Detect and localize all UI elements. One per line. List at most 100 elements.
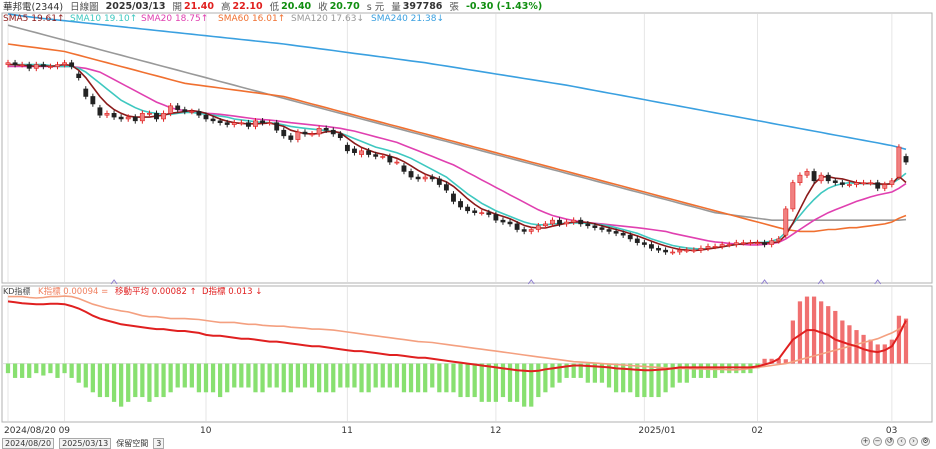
candle-body[interactable] xyxy=(514,223,520,230)
keep-space-input[interactable]: 3 xyxy=(153,437,165,449)
settings-icon[interactable]: ⚙ xyxy=(921,437,930,446)
candle-body[interactable] xyxy=(550,219,555,225)
candle-body[interactable] xyxy=(359,150,364,155)
candle-body[interactable] xyxy=(189,111,195,113)
candle-body[interactable] xyxy=(528,229,534,232)
candle-body[interactable] xyxy=(132,116,138,122)
candle-body[interactable] xyxy=(465,206,471,212)
candle-body[interactable] xyxy=(203,114,209,120)
candle-body[interactable] xyxy=(613,231,619,234)
candle-body[interactable] xyxy=(832,180,838,183)
candle-body[interactable] xyxy=(493,214,499,221)
candle-body[interactable] xyxy=(154,113,159,120)
candle-body[interactable] xyxy=(889,180,895,185)
candle-body[interactable] xyxy=(847,184,852,186)
candle-body[interactable] xyxy=(882,184,888,189)
left-icon[interactable]: ‹ xyxy=(897,437,906,446)
stock-name[interactable]: 華邦電(2344) xyxy=(3,2,64,13)
to-date-field[interactable]: 2025/03/13 xyxy=(59,437,112,449)
candle-body[interactable] xyxy=(69,62,75,67)
candle-body[interactable] xyxy=(5,62,11,65)
candle-body[interactable] xyxy=(783,208,789,236)
candle-body[interactable] xyxy=(606,229,612,232)
candle-body[interactable] xyxy=(443,184,449,191)
reset-icon[interactable]: ↺ xyxy=(885,437,894,446)
candle-body[interactable] xyxy=(854,182,859,185)
candle-body[interactable] xyxy=(500,219,506,223)
candle-body[interactable] xyxy=(224,122,230,125)
candle-body[interactable] xyxy=(748,242,753,244)
candle-body[interactable] xyxy=(557,219,562,225)
candle-body[interactable] xyxy=(380,156,386,158)
candle-body[interactable] xyxy=(161,113,166,120)
candle-body[interactable] xyxy=(337,133,343,138)
candlesticks[interactable] xyxy=(5,59,909,255)
right-icon[interactable]: › xyxy=(909,437,918,446)
candle-body[interactable] xyxy=(415,176,421,180)
candle-body[interactable] xyxy=(422,176,428,180)
candle-body[interactable] xyxy=(196,111,202,116)
candle-body[interactable] xyxy=(125,116,131,120)
candle-body[interactable] xyxy=(656,247,661,251)
candle-body[interactable] xyxy=(344,144,350,152)
candle-body[interactable] xyxy=(281,129,287,137)
candle-body[interactable] xyxy=(740,242,746,244)
event-marker-icon[interactable] xyxy=(817,279,825,285)
candle-body[interactable] xyxy=(429,176,435,180)
candle-body[interactable] xyxy=(755,242,760,244)
candle-body[interactable] xyxy=(486,212,492,215)
candle-body[interactable] xyxy=(118,116,124,120)
candle-body[interactable] xyxy=(436,178,442,185)
candle-body[interactable] xyxy=(48,66,53,68)
candle-body[interactable] xyxy=(111,113,117,118)
candle-body[interactable] xyxy=(330,129,336,135)
candle-body[interactable] xyxy=(804,171,810,176)
candle-body[interactable] xyxy=(896,146,902,178)
candle-body[interactable] xyxy=(634,238,640,243)
candle-body[interactable] xyxy=(705,246,711,249)
candle-body[interactable] xyxy=(769,240,775,245)
candle-body[interactable] xyxy=(408,171,414,178)
candle-body[interactable] xyxy=(649,244,654,249)
candle-body[interactable] xyxy=(168,105,174,114)
candle-body[interactable] xyxy=(691,249,697,252)
candle-body[interactable] xyxy=(309,133,315,136)
candle-body[interactable] xyxy=(316,128,322,135)
candle-body[interactable] xyxy=(719,244,725,247)
event-marker-icon[interactable] xyxy=(874,279,882,285)
candle-body[interactable] xyxy=(260,120,265,123)
candle-body[interactable] xyxy=(641,242,647,245)
candle-body[interactable] xyxy=(387,156,393,163)
candle-body[interactable] xyxy=(599,227,605,230)
candle-body[interactable] xyxy=(776,238,782,242)
candle-body[interactable] xyxy=(620,232,626,236)
candle-body[interactable] xyxy=(712,246,718,248)
candle-body[interactable] xyxy=(861,182,866,184)
candle-body[interactable] xyxy=(295,131,301,140)
candle-body[interactable] xyxy=(818,174,824,182)
candle-body[interactable] xyxy=(231,122,237,125)
candle-body[interactable] xyxy=(571,219,577,223)
candle-body[interactable] xyxy=(762,242,768,245)
candle-body[interactable] xyxy=(210,118,216,122)
candle-body[interactable] xyxy=(684,249,690,252)
candle-body[interactable] xyxy=(217,120,223,123)
candle-body[interactable] xyxy=(790,182,796,210)
zoom-in-icon[interactable]: + xyxy=(861,437,870,446)
candle-body[interactable] xyxy=(585,223,591,227)
candle-body[interactable] xyxy=(451,193,456,202)
candle-body[interactable] xyxy=(394,161,400,164)
candle-body[interactable] xyxy=(811,171,817,182)
candle-body[interactable] xyxy=(26,64,32,69)
candle-body[interactable] xyxy=(797,174,803,183)
candle-body[interactable] xyxy=(175,105,181,110)
candle-body[interactable] xyxy=(90,96,96,105)
candle-body[interactable] xyxy=(542,223,548,227)
candle-body[interactable] xyxy=(104,113,110,116)
candle-body[interactable] xyxy=(245,122,251,127)
candle-body[interactable] xyxy=(521,229,527,232)
candle-body[interactable] xyxy=(627,234,633,240)
candle-body[interactable] xyxy=(670,251,676,254)
candle-body[interactable] xyxy=(373,154,379,157)
